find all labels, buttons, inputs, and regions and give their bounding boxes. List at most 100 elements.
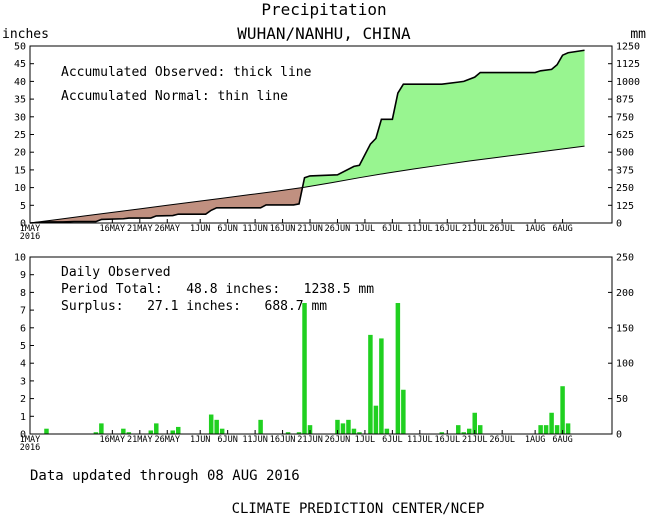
daily-x-tick-label: 16JUN bbox=[270, 435, 296, 445]
daily-bar bbox=[93, 432, 99, 434]
accumulated-x-tick-label: 1JUL bbox=[355, 224, 375, 234]
accumulated-x-tick-label: 26MAY bbox=[154, 224, 180, 234]
accumulated-y-right-tick-label: 125 bbox=[616, 201, 634, 212]
accumulated-y-right-tick-label: 1250 bbox=[616, 42, 640, 53]
accumulated-x-tick-label: 1JUN bbox=[190, 224, 210, 234]
daily-bar bbox=[346, 419, 351, 434]
period-total: Period Total: 48.8 inches: 1238.5 mm bbox=[61, 282, 374, 297]
daily-bar bbox=[384, 428, 390, 434]
daily-x-tick-label: 26MAY bbox=[154, 435, 180, 445]
daily-bar bbox=[543, 425, 549, 434]
daily-bar bbox=[357, 432, 362, 434]
daily-y-left-tick-label: 9 bbox=[20, 270, 26, 281]
accumulated-y-axis-right: 0 125 250 375 500 625 750 875 1000 1125 1250 bbox=[608, 42, 640, 230]
daily-x-tick-label: 11JUN bbox=[242, 435, 268, 445]
legend-normal: Accumulated Normal: thin line bbox=[61, 89, 288, 104]
accumulated-x-tick-label: 16JUL bbox=[434, 224, 460, 234]
accumulated-x-tick-label: 6JUL bbox=[382, 224, 402, 234]
accumulated-y-left-tick-label: 5 bbox=[20, 201, 26, 212]
daily-bar bbox=[208, 414, 214, 434]
accumulated-y-left-tick-label: 45 bbox=[14, 59, 26, 70]
left-unit-label: inches bbox=[2, 27, 49, 42]
accumulated-y-right-tick-label: 375 bbox=[616, 165, 634, 176]
daily-bar bbox=[258, 419, 263, 434]
daily-bar bbox=[170, 430, 175, 434]
daily-bar bbox=[560, 386, 565, 434]
daily-y-left-tick-label: 7 bbox=[20, 306, 26, 317]
daily-bar bbox=[148, 430, 154, 434]
daily-x-tick-label: 16JUL bbox=[434, 435, 460, 445]
daily-bar bbox=[401, 389, 406, 434]
daily-bars bbox=[44, 303, 571, 434]
accumulated-x-tick-label: 11JUL bbox=[407, 224, 433, 234]
accumulated-y-left-tick-label: 35 bbox=[14, 95, 26, 106]
daily-y-left-tick-label: 4 bbox=[20, 359, 26, 370]
chart-title: Precipitation bbox=[261, 0, 386, 19]
accumulated-x-tick-label: 21MAY bbox=[127, 224, 153, 234]
daily-y-left-tick-label: 10 bbox=[14, 253, 26, 264]
daily-bar bbox=[44, 428, 49, 434]
daily-y-right-tick-label: 150 bbox=[616, 323, 634, 334]
daily-x-tick-label: 1MAY bbox=[20, 435, 40, 445]
daily-x-tick-label: 1JUN bbox=[190, 435, 210, 445]
daily-bar bbox=[373, 405, 379, 434]
daily-bar bbox=[477, 425, 483, 434]
accumulated-x-tick-label: 16JUN bbox=[270, 224, 296, 234]
daily-bar bbox=[554, 425, 560, 434]
daily-y-right-tick-label: 0 bbox=[616, 430, 622, 441]
daily-x-tick-label: 21JUL bbox=[462, 435, 488, 445]
daily-y-left-tick-label: 8 bbox=[20, 288, 26, 299]
accumulated-x-tick-label: 1AUG bbox=[525, 224, 545, 234]
accumulated-y-right-tick-label: 625 bbox=[616, 130, 634, 141]
daily-bar bbox=[302, 303, 307, 434]
accumulated-y-right-tick-label: 500 bbox=[616, 148, 634, 159]
daily-x-tick-label: 11JUL bbox=[407, 435, 433, 445]
daily-y-right-tick-label: 50 bbox=[616, 394, 628, 405]
accumulated-x-axis: 1MAY 16MAY 21MAY 26MAY 1JUN 6JUN 11JUN 16JUN 21J… bbox=[20, 219, 573, 242]
daily-x-tick-label: 6JUL bbox=[382, 435, 402, 445]
accumulated-y-left-tick-label: 50 bbox=[14, 42, 26, 53]
daily-bar bbox=[472, 412, 477, 434]
right-unit-label: mm bbox=[630, 27, 646, 42]
accumulated-observed-line bbox=[29, 49, 585, 224]
accumulated-y-left-tick-label: 40 bbox=[14, 77, 26, 88]
accumulated-y-left-tick-label: 25 bbox=[14, 130, 26, 141]
daily-y-left-tick-label: 6 bbox=[20, 323, 26, 334]
daily-y-left-tick-label: 0 bbox=[20, 430, 26, 441]
daily-bar bbox=[214, 419, 219, 434]
daily-y-left-tick-label: 3 bbox=[20, 376, 26, 387]
accumulated-x-tick-label: 26JUN bbox=[325, 224, 351, 234]
surplus-total: Surplus: 27.1 inches: 688.7 mm bbox=[61, 299, 327, 314]
daily-bar bbox=[439, 432, 445, 434]
daily-x-axis: 1MAY 16MAY 21MAY 26MAY 1JUN 6JUN 11JUN 16JUN 21J… bbox=[20, 430, 573, 453]
accumulated-y-right-tick-label: 250 bbox=[616, 183, 634, 194]
daily-x-tick-label: 16MAY bbox=[100, 435, 126, 445]
daily-bar bbox=[154, 423, 159, 434]
daily-bar bbox=[335, 419, 340, 434]
daily-bar bbox=[126, 432, 132, 434]
accumulated-x-tick-label: 26JUL bbox=[489, 224, 515, 234]
accumulated-x-tick-label: 11JUN bbox=[242, 224, 268, 234]
accumulated-x-tick-label: 16MAY bbox=[100, 224, 126, 234]
daily-title: Daily Observed bbox=[61, 265, 171, 280]
accumulated-y-right-tick-label: 1000 bbox=[616, 77, 640, 88]
daily-x-tick-label: 21MAY bbox=[127, 435, 153, 445]
daily-bar bbox=[176, 426, 181, 434]
daily-x-tick-label: 21JUN bbox=[297, 435, 323, 445]
daily-y-axis-right: 0 50 100 150 200 250 bbox=[608, 253, 634, 441]
accumulated-y-left-tick-label: 10 bbox=[14, 183, 26, 194]
legend-observed: Accumulated Observed: thick line bbox=[61, 65, 312, 80]
accumulated-x-year-label: 2016 bbox=[20, 232, 40, 242]
daily-bar bbox=[121, 428, 126, 434]
daily-bar bbox=[395, 303, 401, 434]
daily-bar bbox=[368, 334, 373, 434]
accumulated-y-right-tick-label: 875 bbox=[616, 95, 634, 106]
daily-bar bbox=[351, 428, 357, 434]
accumulated-x-tick-label: 6AUG bbox=[552, 224, 572, 234]
accumulated-y-left-tick-label: 30 bbox=[14, 112, 26, 123]
daily-bar bbox=[565, 423, 571, 434]
accumulated-y-axis-left: 0 5 10 15 20 25 30 35 40 45 50 bbox=[14, 42, 34, 230]
accumulated-x-tick-label: 1MAY bbox=[20, 224, 40, 234]
